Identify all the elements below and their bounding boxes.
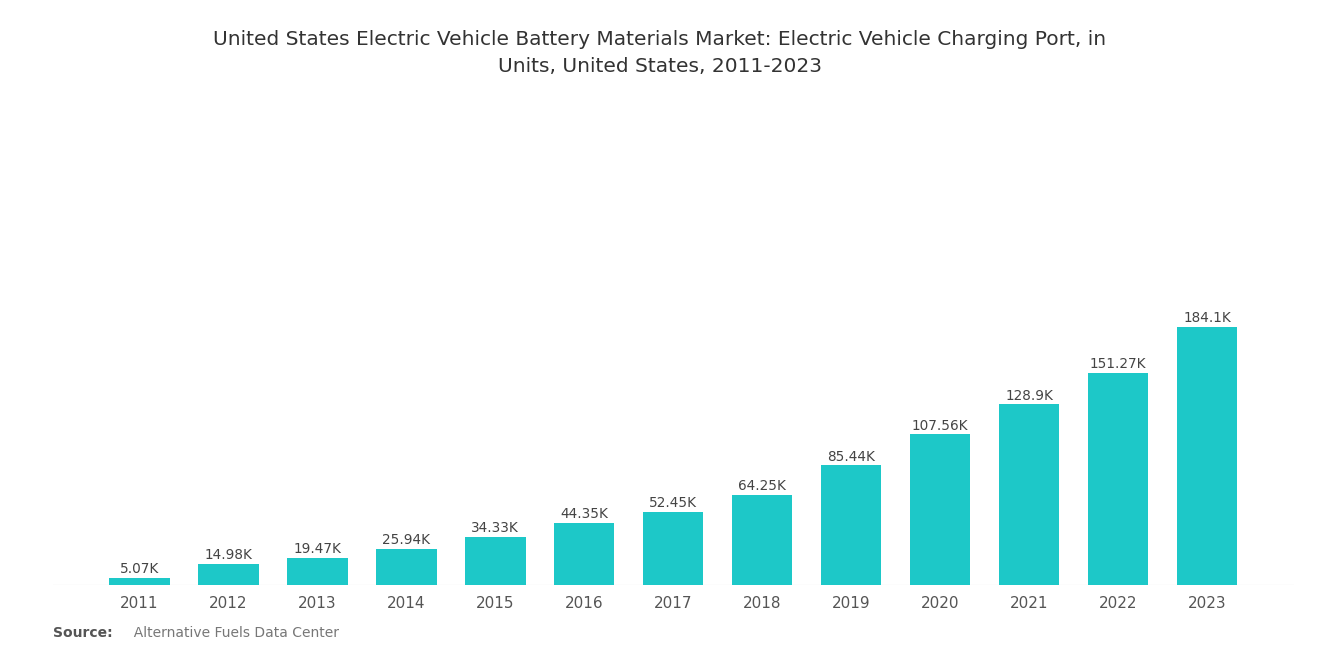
Bar	[554, 523, 615, 585]
Text: 25.94K: 25.94K	[383, 533, 430, 547]
Text: 19.47K: 19.47K	[293, 542, 342, 556]
Text: 85.44K: 85.44K	[828, 450, 875, 464]
Bar	[731, 495, 792, 585]
Text: 14.98K: 14.98K	[205, 549, 252, 563]
Text: 184.1K: 184.1K	[1183, 311, 1230, 325]
Text: Alternative Fuels Data Center: Alternative Fuels Data Center	[125, 626, 339, 640]
Text: 107.56K: 107.56K	[912, 418, 969, 432]
Bar	[909, 434, 970, 585]
Text: 34.33K: 34.33K	[471, 521, 519, 535]
Bar	[198, 564, 259, 585]
Bar	[643, 511, 704, 585]
Text: 64.25K: 64.25K	[738, 479, 787, 493]
Bar	[110, 578, 170, 585]
Text: 151.27K: 151.27K	[1090, 357, 1146, 371]
Text: 128.9K: 128.9K	[1005, 388, 1053, 402]
Text: 52.45K: 52.45K	[649, 496, 697, 510]
Bar	[1176, 327, 1237, 585]
Text: Units, United States, 2011-2023: Units, United States, 2011-2023	[498, 57, 822, 76]
Bar	[821, 465, 882, 585]
Bar	[999, 404, 1059, 585]
Text: 44.35K: 44.35K	[560, 507, 609, 521]
Bar	[465, 537, 525, 585]
Text: 5.07K: 5.07K	[120, 563, 160, 577]
Bar	[288, 558, 347, 585]
Text: Source:: Source:	[53, 626, 112, 640]
Bar	[1088, 373, 1148, 585]
Text: United States Electric Vehicle Battery Materials Market: Electric Vehicle Chargi: United States Electric Vehicle Battery M…	[214, 30, 1106, 49]
Bar	[376, 549, 437, 585]
